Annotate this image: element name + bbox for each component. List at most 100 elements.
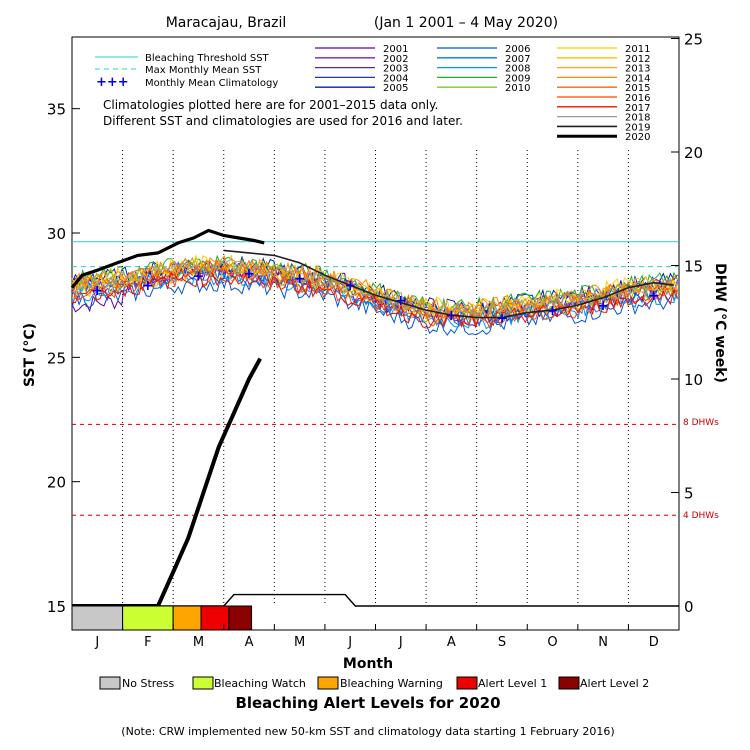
year-legend-label: 2010 bbox=[505, 83, 530, 94]
year-legend-label: 2012 bbox=[625, 54, 650, 65]
year-legend-label: 2018 bbox=[625, 113, 650, 124]
year-legend-label: 2008 bbox=[505, 64, 530, 75]
climatology-marker: + bbox=[395, 293, 407, 309]
y-right-tick-label: 25 bbox=[684, 31, 703, 49]
alert-legend-swatch bbox=[456, 676, 478, 690]
x-tick-label: F bbox=[144, 635, 151, 650]
y-axis-right-title: DHW (°C week) bbox=[712, 263, 728, 383]
y-left-tick-label: 30 bbox=[47, 225, 66, 243]
year-legend-label: 2015 bbox=[625, 83, 650, 94]
climatology-marker: + bbox=[243, 266, 255, 282]
chart-period: (Jan 1 2001 – 4 May 2020) bbox=[374, 15, 558, 31]
dhw-4-label: 4 DHWs bbox=[683, 511, 719, 521]
sst-line-2006 bbox=[71, 274, 678, 336]
y-right-tick-label: 10 bbox=[684, 371, 703, 389]
alert-level-bar bbox=[71, 605, 253, 631]
y-right-tick-label: 20 bbox=[684, 144, 703, 162]
year-legend-label: 2002 bbox=[383, 54, 408, 65]
x-tick-label: N bbox=[598, 635, 608, 650]
year-legend-label: 2001 bbox=[383, 44, 408, 55]
year-legend-label: 2007 bbox=[505, 54, 530, 65]
x-axis-title: Month bbox=[343, 656, 393, 672]
sst-series: + + + + + + + + + + + + bbox=[70, 228, 678, 336]
legend-label-climatology: Monthly Mean Climatology bbox=[145, 78, 278, 89]
sst-line-2020 bbox=[70, 228, 265, 289]
climatology-marker: + bbox=[597, 298, 609, 314]
climatology-marker: + bbox=[648, 288, 660, 304]
alert-legend-swatch bbox=[558, 676, 580, 690]
dhw-line-2020 bbox=[72, 357, 262, 608]
legend-label-max-monthly-mean: Max Monthly Mean SST bbox=[145, 65, 262, 76]
month-grid bbox=[122, 150, 629, 606]
x-tick-label: O bbox=[547, 635, 557, 650]
year-legend-label: 2003 bbox=[383, 64, 408, 75]
dhw-8-label: 8 DHWs bbox=[683, 418, 719, 428]
x-tick-label: M bbox=[294, 635, 305, 650]
y-left-tick-label: 25 bbox=[47, 349, 66, 367]
climatology-note-2: Different SST and climatologies are used… bbox=[103, 114, 463, 128]
x-tick-label: J bbox=[398, 635, 403, 650]
year-legend-label: 2004 bbox=[383, 73, 408, 84]
threshold-lines bbox=[72, 241, 679, 516]
climatology-marker: + bbox=[446, 308, 458, 324]
x-tick-label: J bbox=[94, 635, 99, 650]
x-tick-label: A bbox=[245, 635, 254, 650]
x-tick-label: S bbox=[498, 635, 506, 650]
x-tick-label: M bbox=[193, 635, 204, 650]
year-legend-label: 2017 bbox=[625, 103, 650, 114]
alert-legend-label: Alert Level 2 bbox=[580, 677, 649, 690]
y-axis-left-title: SST (°C) bbox=[22, 323, 38, 387]
climatology-marker: + bbox=[294, 271, 306, 287]
year-legend-label: 2016 bbox=[625, 93, 650, 104]
y-right-tick-label: 0 bbox=[684, 598, 694, 616]
year-legend-label: 2005 bbox=[383, 83, 408, 94]
climatology-marker: + bbox=[496, 311, 508, 327]
year-legend-label: 2006 bbox=[505, 44, 530, 55]
sst-line-2019 bbox=[223, 249, 674, 319]
x-tick-label: D bbox=[649, 635, 659, 650]
climatology-marker: + bbox=[91, 283, 103, 299]
alert-segment bbox=[200, 605, 230, 631]
alert-segment bbox=[228, 605, 253, 631]
footnote: (Note: CRW implemented new 50-km SST and… bbox=[121, 725, 614, 738]
alert-legend-label: Bleaching Watch bbox=[214, 677, 306, 690]
climatology-marker: + bbox=[547, 303, 559, 319]
alert-segment bbox=[172, 605, 202, 631]
alert-segment bbox=[71, 605, 124, 631]
x-tick-label: A bbox=[447, 635, 456, 650]
chart-title: Maracajau, Brazil bbox=[166, 15, 287, 31]
year-legend-label: 2011 bbox=[625, 44, 650, 55]
year-legend-label: 2013 bbox=[625, 64, 650, 75]
y-right-tick-label: 15 bbox=[684, 258, 703, 276]
year-legend-label: 2019 bbox=[625, 122, 650, 133]
year-legend-label: 2009 bbox=[505, 73, 530, 84]
y-left-tick-label: 15 bbox=[47, 598, 66, 616]
climatology-note-1: Climatologies plotted here are for 2001–… bbox=[103, 98, 438, 112]
climatology-marker: + bbox=[193, 268, 205, 284]
alert-segment bbox=[122, 605, 174, 631]
alert-legend-label: Bleaching Warning bbox=[340, 677, 443, 690]
sst-line-2017 bbox=[71, 269, 678, 329]
alert-legend-label: Alert Level 1 bbox=[478, 677, 547, 690]
alert-legend-label: No Stress bbox=[122, 677, 175, 690]
year-legend-label: 2020 bbox=[625, 132, 650, 143]
y-left-tick-label: 35 bbox=[47, 101, 66, 119]
alert-legend: No Stress Bleaching Watch Bleaching Warnin… bbox=[99, 676, 649, 690]
climatology-marker: + bbox=[142, 278, 154, 294]
axes: J F M A M J J A S O N D 15 20 25 30 35 0 5 10 15 20 25 bbox=[47, 31, 703, 651]
reference-legend: Bleaching Threshold SST Max Monthly Mean… bbox=[95, 53, 278, 90]
alert-title: Bleaching Alert Levels for 2020 bbox=[235, 694, 500, 712]
y-right-tick-label: 5 bbox=[684, 485, 694, 503]
alert-legend-swatch bbox=[99, 676, 121, 690]
legend-swatch-climatology: +++ bbox=[96, 75, 129, 90]
x-tick-label: J bbox=[347, 635, 352, 650]
alert-legend-swatch bbox=[192, 676, 214, 690]
sst-line-2016 bbox=[71, 267, 678, 330]
year-legend-label: 2014 bbox=[625, 73, 650, 84]
legend-label-bleaching-threshold: Bleaching Threshold SST bbox=[145, 53, 270, 64]
alert-legend-swatch bbox=[317, 676, 339, 690]
y-left-tick-label: 20 bbox=[47, 474, 66, 492]
climatology-marker: + bbox=[344, 278, 356, 294]
